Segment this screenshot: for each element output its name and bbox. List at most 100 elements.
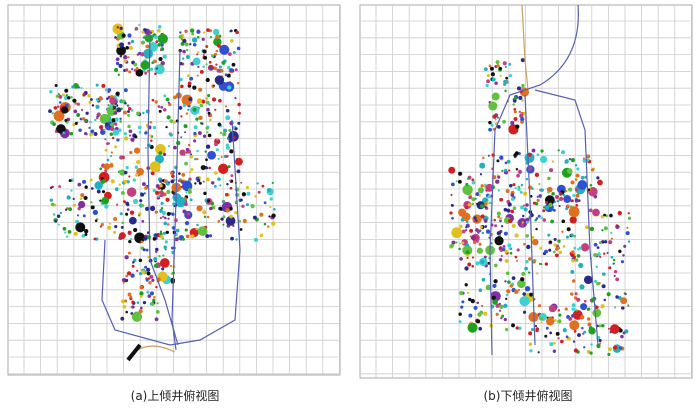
event-point <box>146 267 151 272</box>
event-point <box>129 150 133 155</box>
event-point <box>504 258 509 263</box>
event-point <box>230 174 234 178</box>
event-point <box>149 205 156 212</box>
event-point <box>238 111 241 115</box>
event-point <box>99 199 102 202</box>
event-point <box>91 104 95 107</box>
event-point <box>476 240 479 243</box>
event-point <box>571 250 575 254</box>
event-point <box>131 68 134 71</box>
event-point <box>236 169 241 174</box>
event-point <box>165 125 168 129</box>
event-point <box>476 247 483 254</box>
event-point <box>555 331 560 336</box>
event-point <box>211 97 217 102</box>
well-path <box>524 94 536 346</box>
event-point <box>155 143 166 155</box>
event-point <box>479 204 485 209</box>
event-point <box>126 180 130 184</box>
event-point <box>478 229 482 233</box>
event-point <box>465 229 468 232</box>
event-point <box>473 305 478 310</box>
event-point <box>468 297 472 302</box>
event-point <box>225 108 230 113</box>
event-point <box>191 37 198 43</box>
event-point <box>610 231 613 234</box>
event-point <box>574 292 578 296</box>
event-point <box>625 231 630 236</box>
event-point <box>587 307 591 311</box>
event-point <box>504 249 509 254</box>
event-point <box>271 221 276 226</box>
event-point <box>583 330 587 334</box>
event-point <box>512 103 515 106</box>
event-point <box>56 124 66 134</box>
event-point <box>149 291 154 296</box>
event-point <box>234 68 238 72</box>
event-point <box>573 330 577 333</box>
event-point <box>588 326 593 330</box>
event-point <box>488 120 492 125</box>
well-paths <box>101 4 599 362</box>
event-point <box>229 68 234 73</box>
event-point <box>571 303 576 308</box>
event-point <box>259 212 264 217</box>
event-point <box>552 341 556 345</box>
event-point <box>177 179 181 183</box>
well-path <box>101 119 241 346</box>
event-point <box>146 235 152 240</box>
event-point <box>565 235 570 239</box>
event-point <box>138 130 142 134</box>
event-point <box>113 230 117 234</box>
event-point <box>494 224 498 228</box>
event-point <box>558 313 562 317</box>
event-point <box>114 117 119 122</box>
event-point <box>119 42 125 48</box>
event-point <box>488 64 492 68</box>
event-point <box>539 316 544 321</box>
event-point <box>517 187 521 192</box>
event-point <box>149 134 153 137</box>
event-point <box>486 79 490 84</box>
event-point <box>234 127 238 131</box>
event-point <box>84 229 89 234</box>
event-point <box>483 255 487 259</box>
event-point <box>256 182 259 185</box>
event-point <box>134 232 146 244</box>
event-point <box>157 25 162 29</box>
event-point <box>196 35 200 39</box>
event-point <box>172 202 176 206</box>
event-point <box>553 243 557 247</box>
event-point <box>580 243 590 252</box>
event-point <box>216 138 219 141</box>
event-point <box>160 201 164 205</box>
event-point <box>499 197 503 202</box>
event-point <box>571 258 575 263</box>
caption: (b)下倾井俯视图 <box>484 388 573 403</box>
event-point <box>149 274 154 279</box>
event-point <box>484 206 487 209</box>
event-point <box>204 150 207 153</box>
event-point <box>606 251 609 255</box>
event-point <box>185 234 190 239</box>
event-point <box>70 189 73 192</box>
event-point <box>132 261 135 264</box>
event-point <box>600 304 605 309</box>
event-point <box>64 103 69 108</box>
event-point <box>491 92 500 101</box>
event-point <box>197 65 200 68</box>
event-point <box>154 317 159 322</box>
event-point <box>127 33 132 38</box>
event-point <box>80 193 85 198</box>
event-point <box>467 262 472 267</box>
event-point <box>212 84 215 87</box>
event-point <box>104 138 107 141</box>
event-point <box>521 221 524 224</box>
event-point <box>615 277 620 282</box>
event-point <box>215 63 218 66</box>
event-point <box>159 234 164 239</box>
event-point <box>522 310 527 314</box>
event-point <box>131 311 143 322</box>
event-point <box>96 116 99 120</box>
event-point <box>215 49 219 53</box>
